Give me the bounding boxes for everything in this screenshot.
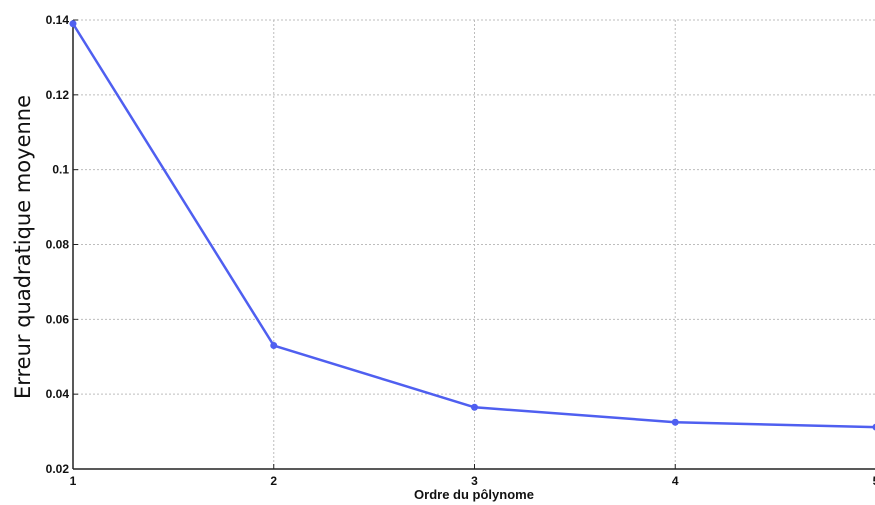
y-tick-label: 0.06	[46, 312, 70, 326]
x-axis-label: Ordre du pôlynome	[414, 487, 534, 502]
y-axis-label: Erreur quadratique moyenne	[11, 95, 35, 399]
y-tick-label: 0.02	[46, 462, 70, 476]
data-point	[471, 403, 478, 411]
y-tick-label: 0.04	[46, 387, 70, 401]
x-tick-label: 1	[70, 474, 77, 488]
x-tick-label: 4	[672, 474, 679, 488]
data-point	[69, 20, 77, 28]
series-layer	[69, 20, 875, 431]
x-tick-label: 2	[270, 474, 277, 488]
y-tick-labels: 0.02 0.04 0.06 0.08 0.1 0.12 0.14	[46, 13, 78, 476]
y-tick-label: 0.08	[46, 238, 70, 252]
data-point	[872, 423, 875, 431]
x-tick-label: 3	[471, 474, 478, 488]
x-tick-label: 5	[873, 474, 875, 488]
y-tick-label: 0.14	[46, 13, 70, 27]
data-point	[270, 342, 278, 350]
y-tick-label: 0.12	[46, 88, 70, 102]
x-tick-labels: 1 2 3 4 5	[70, 464, 875, 488]
grid-layer	[73, 19, 875, 469]
data-point	[671, 418, 679, 426]
y-tick-label: 0.1	[52, 163, 69, 177]
